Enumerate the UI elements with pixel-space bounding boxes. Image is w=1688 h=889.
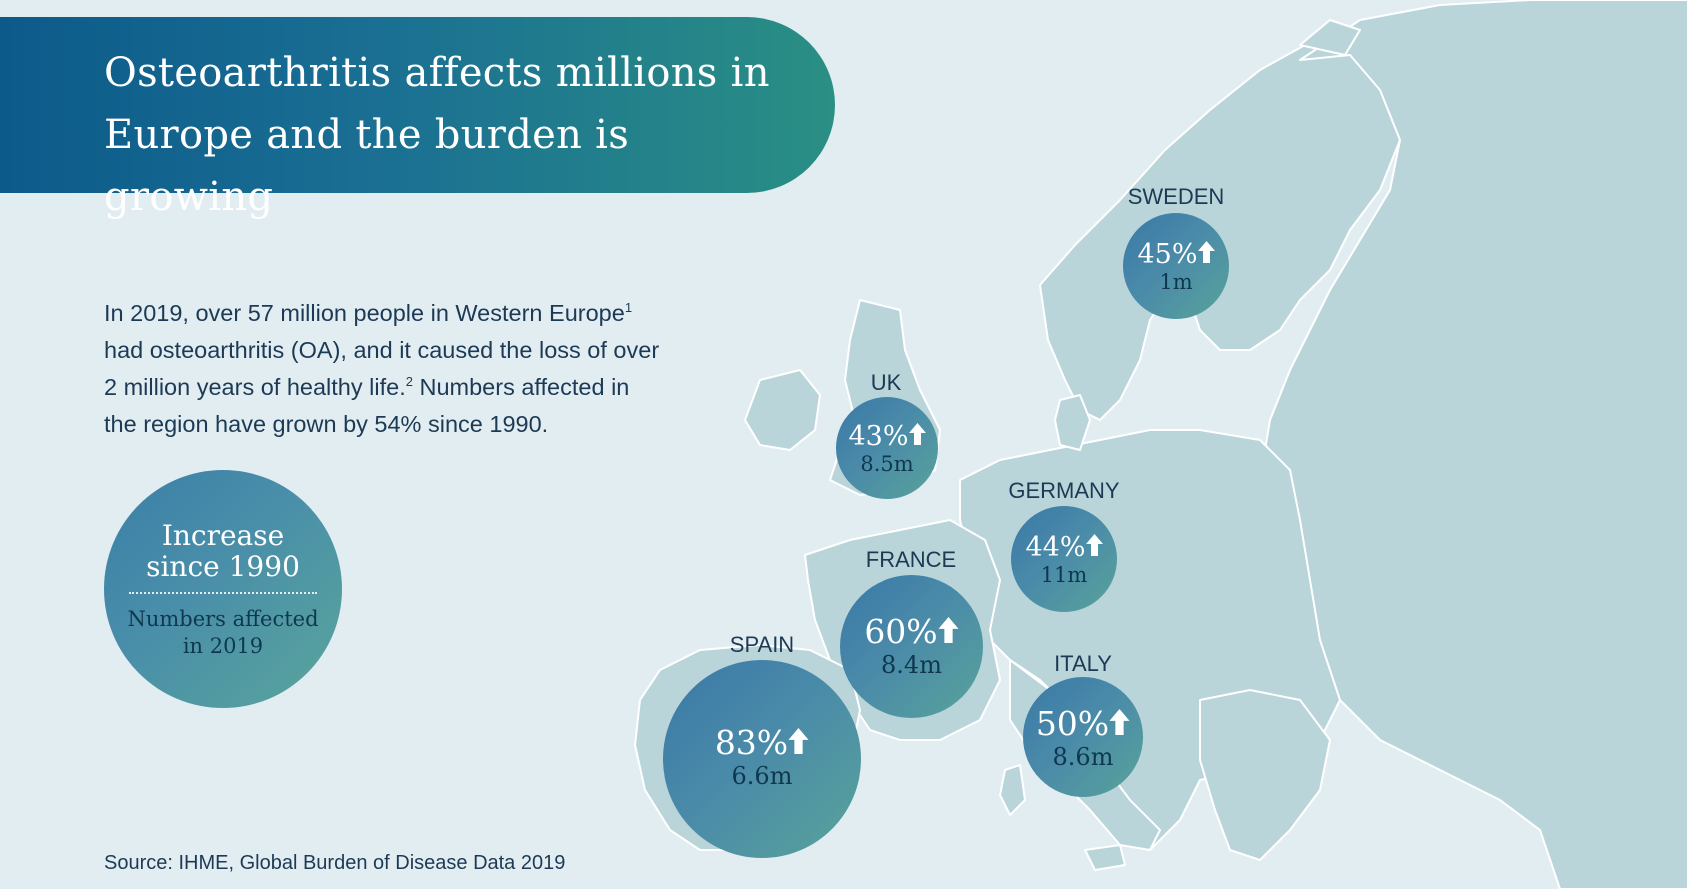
arrow-up-icon (938, 617, 959, 643)
intro-line-3-text: 2 million years of healthy life. (104, 374, 406, 400)
north-land (1299, 19, 1361, 56)
intro-line-1: In 2019, over 57 million people in Weste… (104, 295, 694, 332)
bubble-sweden: 45% 1m (1123, 213, 1229, 319)
italy-increase-value: 50% (1035, 704, 1110, 743)
bubble-france: 60% 8.4m (840, 575, 983, 718)
source-note: Source: IHME, Global Burden of Disease D… (104, 852, 566, 874)
country-label-germany: GERMANY (1008, 478, 1120, 503)
legend-affected-label: Numbers affected in 2019 (104, 606, 342, 660)
spain-affected: 6.6m (731, 762, 793, 790)
sicily-land (1084, 844, 1126, 871)
legend-top-line-1: Increase (161, 519, 285, 552)
page-title: Osteoarthritis affects millions in Europ… (104, 42, 804, 228)
bubble-germany: 44% 11m (1011, 506, 1117, 612)
country-label-uk: UK (870, 370, 902, 395)
arrow-up-icon (1109, 709, 1130, 735)
arrow-up-icon (1085, 534, 1103, 556)
spain-increase: 83% (663, 723, 861, 762)
ireland-land (744, 369, 821, 451)
uk-increase: 43% (836, 421, 938, 452)
title-line-2: Europe and the burden is growing (104, 112, 630, 220)
italy-affected: 8.6m (1052, 743, 1114, 771)
intro-line-3: 2 million years of healthy life.2 Number… (104, 369, 694, 406)
arrow-up-icon (1197, 241, 1215, 263)
country-label-spain: SPAIN (729, 632, 795, 657)
footnote-1: 1 (624, 300, 633, 315)
france-increase: 60% (840, 612, 983, 651)
arrow-up-icon (908, 423, 926, 445)
uk-affected: 8.5m (860, 452, 914, 476)
legend-top-line-2: since 1990 (146, 550, 300, 583)
bubble-uk: 43% 8.5m (836, 397, 938, 499)
intro-line-1-text: In 2019, over 57 million people in Weste… (104, 300, 625, 326)
title-banner (0, 17, 835, 193)
legend-circle: Increase since 1990 Numbers affected in … (104, 470, 342, 708)
germany-increase: 44% (1011, 532, 1117, 563)
sweden-affected: 1m (1159, 270, 1193, 294)
france-affected: 8.4m (881, 651, 942, 679)
intro-line-4: the region have grown by 54% since 1990. (104, 411, 549, 437)
germany-increase-value: 44% (1025, 532, 1086, 563)
bubble-spain: 83% 6.6m (663, 660, 861, 858)
bubble-italy: 50% 8.6m (1023, 677, 1143, 797)
legend-increase-label: Increase since 1990 (104, 520, 342, 582)
intro-paragraph: In 2019, over 57 million people in Weste… (104, 295, 694, 443)
legend-bottom-line-2: in 2019 (182, 634, 264, 658)
france-increase-value: 60% (864, 612, 938, 651)
denmark-land (1054, 394, 1091, 451)
italy-increase: 50% (1023, 704, 1143, 743)
uk-increase-value: 43% (848, 421, 909, 452)
country-label-sweden: SWEDEN (1127, 184, 1225, 209)
intro-line-2: had osteoarthritis (OA), and it caused t… (104, 337, 660, 363)
scandinavia-land (1039, 44, 1401, 421)
legend-bottom-line-1: Numbers affected (127, 607, 319, 631)
arrow-up-icon (788, 728, 809, 754)
title-line-1: Osteoarthritis affects millions in (104, 50, 770, 96)
sardinia-land (999, 764, 1026, 816)
legend-divider (129, 592, 317, 594)
spain-increase-value: 83% (714, 723, 789, 762)
balkans-land (1199, 689, 1331, 861)
germany-affected: 11m (1040, 563, 1088, 587)
intro-line-3-rest: Numbers affected in (412, 374, 630, 400)
footnote-2: 2 (405, 374, 413, 389)
sweden-increase-value: 45% (1137, 239, 1198, 270)
country-label-france: FRANCE (865, 547, 957, 572)
country-label-italy: ITALY (1054, 651, 1112, 676)
sweden-increase: 45% (1123, 239, 1229, 270)
